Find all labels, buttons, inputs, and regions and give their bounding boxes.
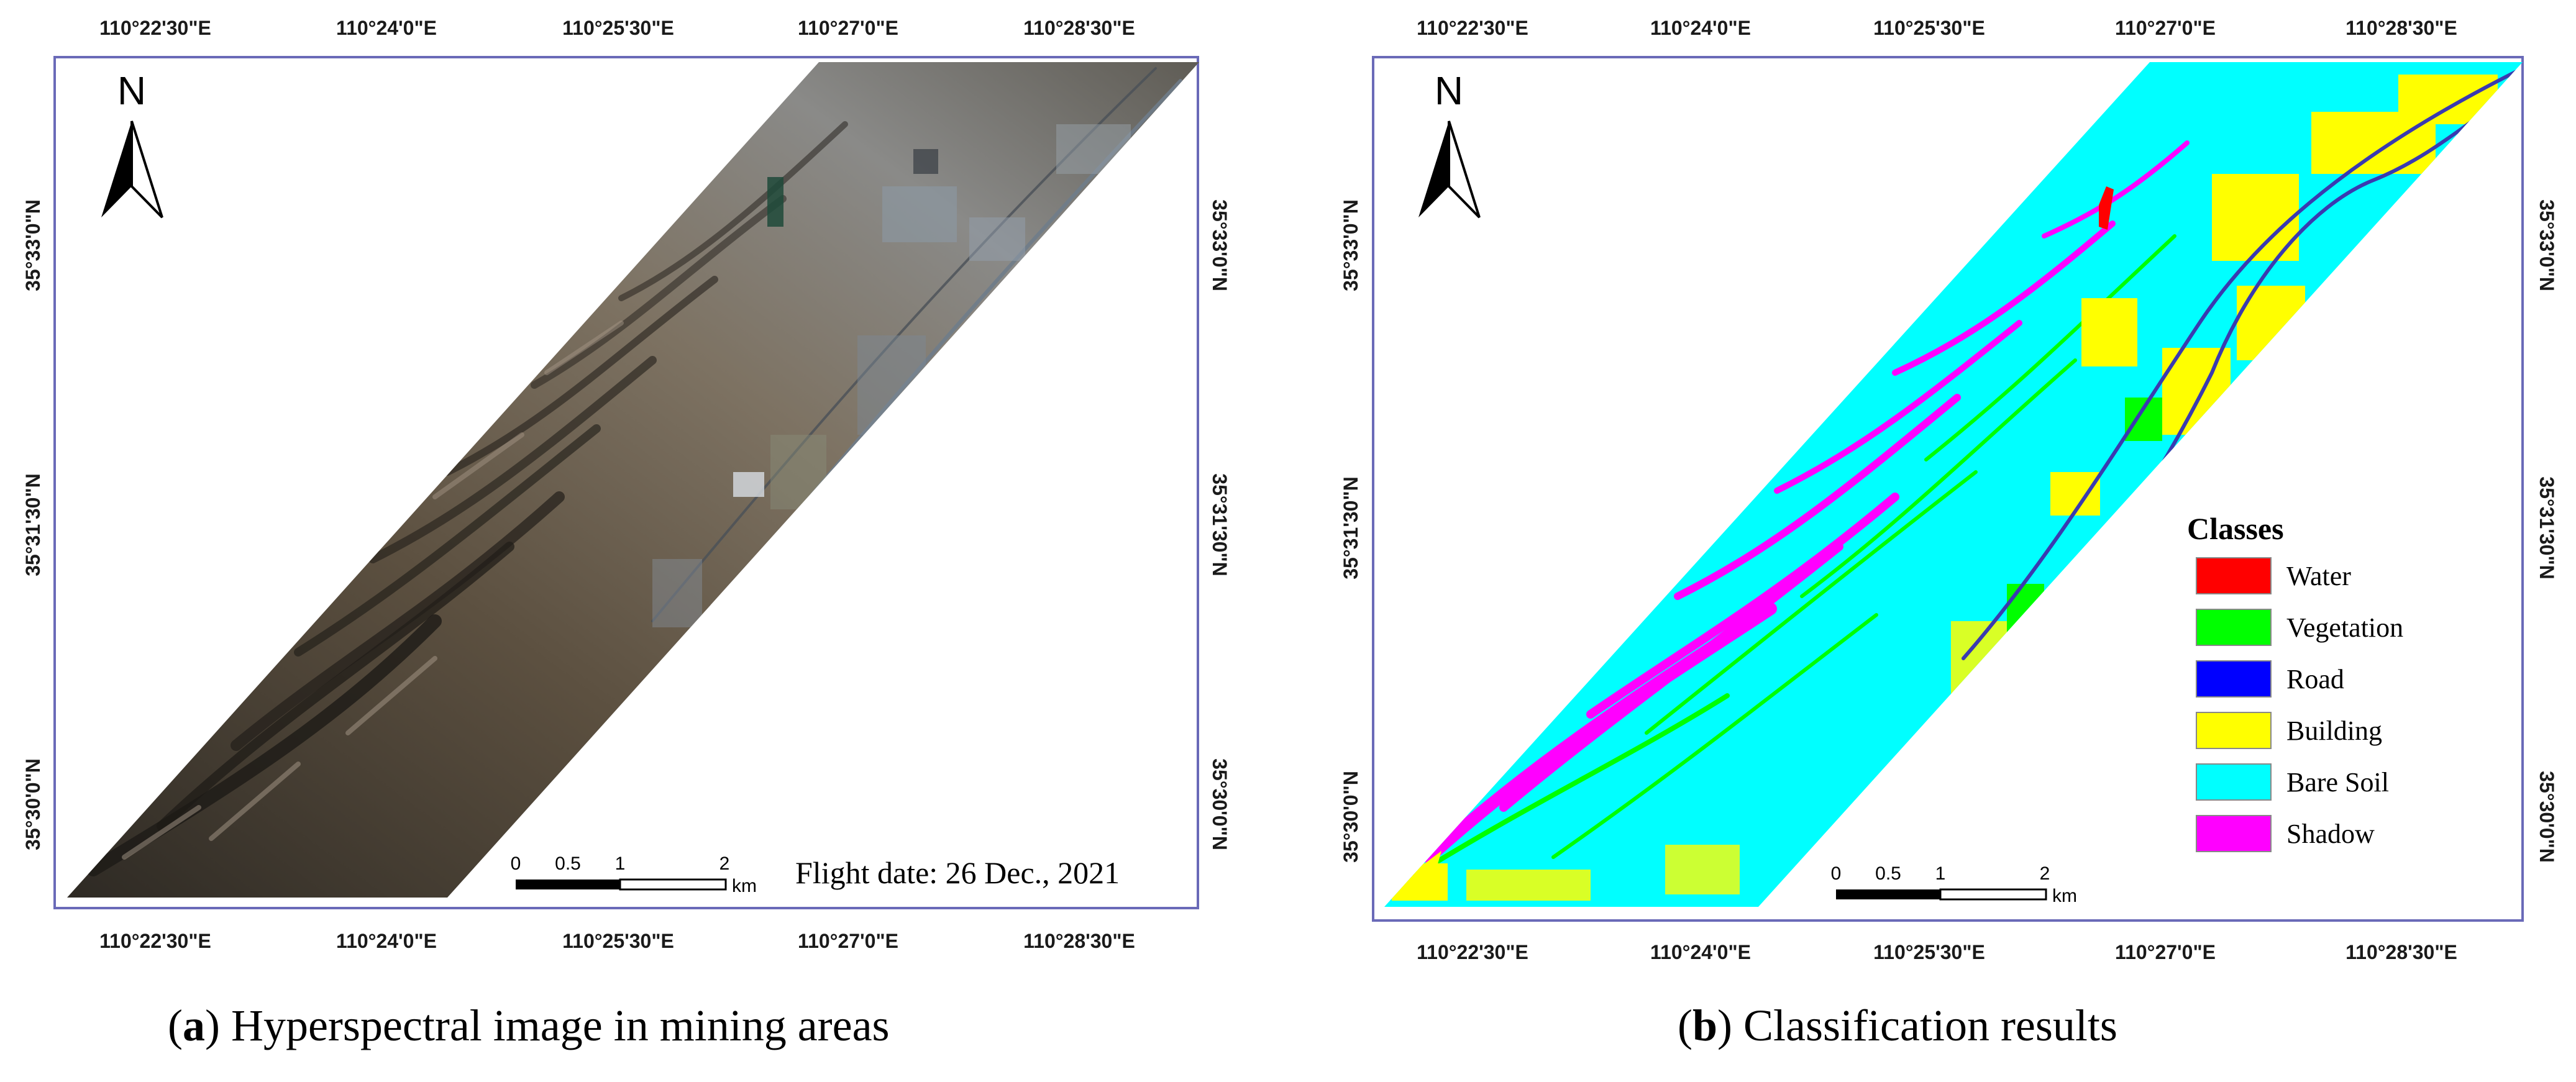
lat-label: 35°30'0"N (2536, 771, 2558, 863)
lon-label: 110°27'0"E (2115, 941, 2216, 963)
scale-tick: 0.5 (1875, 863, 1901, 884)
lon-label: 110°28'30"E (2345, 17, 2457, 39)
lon-label: 110°24'0"E (1650, 17, 1751, 39)
lon-label: 110°24'0"E (336, 17, 437, 39)
north-arrow-icon: N (1418, 68, 1481, 219)
caption-text: Classification results (1743, 1001, 2117, 1050)
lon-label: 110°27'0"E (798, 930, 898, 952)
scale-tick: 1 (1935, 863, 1946, 884)
lon-labels-bottom: 110°22'30"E 110°24'0"E 110°25'30"E 110°2… (99, 930, 1135, 952)
caption-letter: a (182, 1001, 205, 1050)
lon-label: 110°25'30"E (1873, 941, 1985, 963)
legend-swatch (2196, 557, 2272, 594)
scale-tick: 1 (615, 853, 626, 874)
lat-label: 35°31'30"N (2536, 476, 2558, 579)
scale-unit: km (2052, 886, 2077, 906)
lon-label: 110°24'0"E (1650, 941, 1751, 963)
legend-swatch (2196, 609, 2272, 646)
scale-tick: 0.5 (555, 853, 581, 874)
lon-label: 110°28'30"E (1023, 930, 1135, 952)
lon-label: 110°27'0"E (2115, 17, 2216, 39)
scale-unit: km (732, 876, 757, 896)
north-arrow-icon: N (101, 68, 163, 219)
panel-b: 110°22'30"E 110°24'0"E 110°25'30"E 110°2… (1340, 17, 2558, 963)
legend: Classes Water Vegetation Road Building Bare … (2178, 502, 2414, 875)
scale-bar: 0 0.5 1 2 km (511, 853, 757, 896)
lon-label: 110°24'0"E (336, 930, 437, 952)
lon-label: 110°27'0"E (798, 17, 898, 39)
caption-letter: b (1692, 1001, 1718, 1050)
lat-label: 35°31'30"N (1208, 473, 1231, 576)
lon-label: 110°22'30"E (99, 930, 211, 952)
lon-label: 110°28'30"E (2345, 941, 2457, 963)
legend-swatch (2196, 660, 2272, 698)
north-label: N (1435, 68, 1463, 113)
lon-labels-top: 110°22'30"E 110°24'0"E 110°25'30"E 110°2… (1417, 17, 2457, 39)
scale-tick: 2 (2040, 863, 2050, 884)
panel-a: 110°22'30"E 110°24'0"E 110°25'30"E 110°2… (22, 17, 1231, 952)
legend-label: Shadow (2286, 819, 2375, 849)
legend-swatch (2196, 712, 2272, 749)
lat-label: 35°31'30"N (22, 473, 44, 576)
flight-date: Flight date: 26 Dec., 2021 (795, 855, 1120, 890)
legend-label: Bare Soil (2286, 767, 2389, 798)
scale-tick: 0 (511, 853, 521, 874)
legend-swatch (2196, 763, 2272, 801)
legend-label: Road (2286, 664, 2344, 694)
lon-label: 110°22'30"E (1417, 17, 1528, 39)
lat-label: 35°33'0"N (1340, 199, 1362, 291)
legend-label: Vegetation (2286, 612, 2403, 643)
lon-label: 110°25'30"E (562, 17, 674, 39)
lat-label: 35°30'0"N (1340, 771, 1362, 863)
legend-title: Classes (2187, 511, 2284, 546)
lat-label: 35°31'30"N (1340, 476, 1362, 579)
lat-label: 35°33'0"N (2536, 199, 2558, 291)
lon-label: 110°22'30"E (1417, 941, 1528, 963)
lat-label: 35°30'0"N (1208, 758, 1231, 850)
lon-label: 110°28'30"E (1023, 17, 1135, 39)
legend-label: Water (2286, 561, 2351, 591)
legend-label: Building (2286, 716, 2382, 746)
scale-tick: 0 (1831, 863, 1842, 884)
lat-labels-right: 35°33'0"N 35°31'30"N 35°30'0"N (2536, 199, 2558, 863)
lat-label: 35°33'0"N (1208, 199, 1231, 291)
hyperspectral-image (67, 62, 1199, 898)
lon-label: 110°22'30"E (99, 17, 211, 39)
lon-labels-bottom: 110°22'30"E 110°24'0"E 110°25'30"E 110°2… (1417, 941, 2457, 963)
lon-labels-top: 110°22'30"E 110°24'0"E 110°25'30"E 110°2… (99, 17, 1135, 39)
caption-a: (a) Hyperspectral image in mining areas (168, 1001, 890, 1050)
caption-b: (b) Classification results (1678, 1001, 2117, 1050)
lat-labels-left: 35°33'0"N 35°31'30"N 35°30'0"N (22, 199, 44, 850)
lat-labels-left: 35°33'0"N 35°31'30"N 35°30'0"N (1340, 199, 1362, 863)
lat-label: 35°30'0"N (22, 758, 44, 850)
lat-labels-right: 35°33'0"N 35°31'30"N 35°30'0"N (1208, 199, 1231, 850)
lon-label: 110°25'30"E (1873, 17, 1985, 39)
lon-label: 110°25'30"E (562, 930, 674, 952)
caption-text: Hyperspectral image in mining areas (231, 1001, 890, 1050)
lat-label: 35°33'0"N (22, 199, 44, 291)
north-label: N (117, 68, 146, 113)
legend-swatch (2196, 815, 2272, 852)
scale-tick: 2 (719, 853, 730, 874)
scale-bar: 0 0.5 1 2 km (1831, 863, 2077, 906)
